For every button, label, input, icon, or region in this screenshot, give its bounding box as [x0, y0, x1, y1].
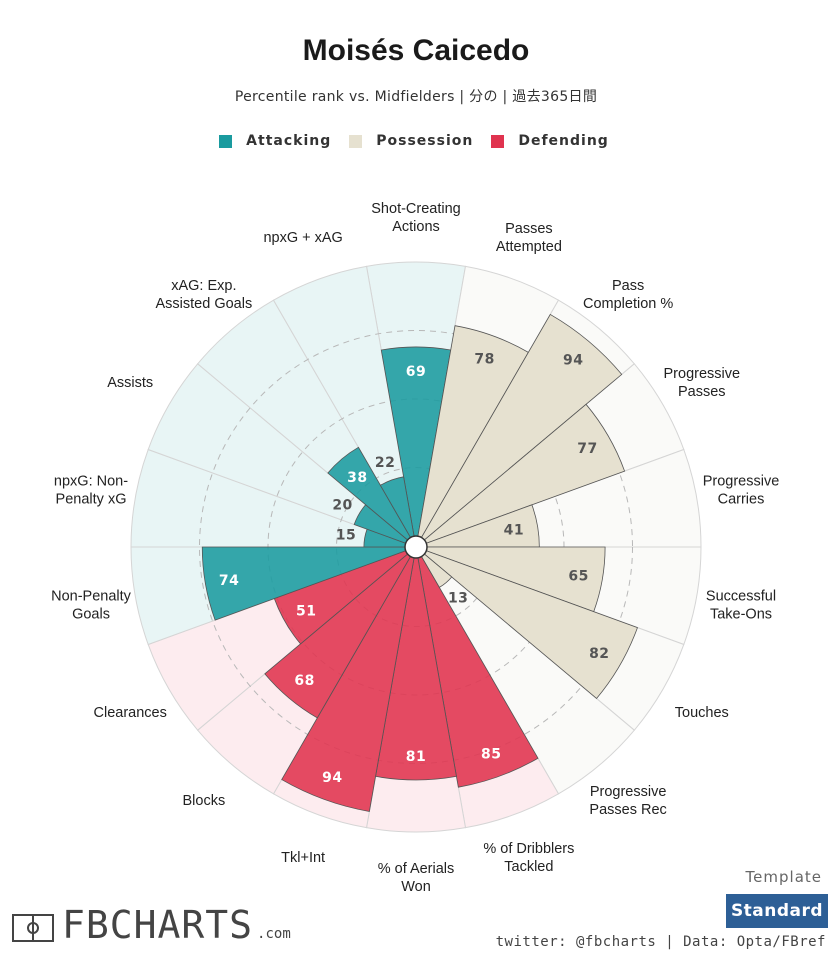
legend: Attacking Possession Defending [0, 133, 832, 149]
legend-item-defending: Defending [491, 133, 608, 149]
value-label: 20 [332, 498, 352, 514]
reference-ring [199, 330, 633, 764]
center-hub [404, 535, 428, 559]
template-standard-button[interactable]: Standard [726, 894, 828, 928]
data-credit: twitter: @fbcharts | Data: Opta/FBref [495, 934, 826, 950]
category-label: Assists [107, 375, 153, 391]
category-label: Pass Completion % [583, 278, 673, 312]
value-label: 78 [474, 351, 494, 367]
template-label: Template [745, 868, 822, 886]
category-label: Passes Attempted [496, 221, 562, 255]
fbcharts-logo: FBCHARTS .com [12, 903, 291, 947]
legend-swatch-attacking [219, 134, 233, 148]
value-label: 82 [589, 646, 609, 662]
category-label: xAG: Exp. Assisted Goals [156, 278, 253, 312]
legend-label-defending: Defending [518, 133, 609, 149]
category-label: Progressive Passes Rec [589, 784, 666, 818]
value-label: 68 [294, 673, 314, 689]
legend-swatch-possession [349, 134, 363, 148]
category-label: Progressive Passes [664, 366, 741, 400]
logo-suffix: .com [257, 926, 291, 942]
value-label: 15 [336, 528, 356, 544]
category-label: Tkl+Int [281, 850, 325, 866]
value-label: 94 [322, 770, 342, 786]
value-label: 74 [219, 573, 239, 589]
logo-text: FBCHARTS [62, 903, 254, 947]
category-label: Successful Take-Ons [706, 588, 776, 622]
value-label: 41 [504, 523, 524, 539]
value-label: 38 [347, 470, 367, 486]
category-label: Progressive Carries [703, 474, 780, 508]
legend-label-attacking: Attacking [246, 133, 332, 149]
legend-label-possession: Possession [376, 133, 474, 149]
chart-title: Moisés Caicedo [302, 34, 530, 67]
category-label: Shot-Creating Actions [371, 201, 460, 235]
chart-subtitle: Percentile rank vs. Midfielders | 分の | 過… [234, 89, 598, 105]
category-label: Touches [675, 705, 729, 721]
value-label: 81 [406, 749, 426, 765]
legend-item-attacking: Attacking [219, 133, 331, 149]
category-label: npxG + xAG [263, 230, 342, 246]
category-label: % of Dribblers Tackled [483, 841, 574, 875]
value-label: 85 [481, 747, 501, 763]
value-label: 77 [577, 441, 597, 457]
category-label: Non-Penalty Goals [51, 588, 132, 622]
value-label: 13 [448, 590, 468, 606]
value-label: 51 [296, 603, 316, 619]
value-label: 94 [563, 353, 583, 369]
value-label: 65 [568, 569, 588, 585]
category-label: % of Aerials Won [378, 861, 455, 895]
category-label: Clearances [94, 705, 167, 721]
legend-item-possession: Possession [349, 133, 473, 149]
pitch-icon [12, 914, 54, 942]
legend-swatch-defending [491, 134, 505, 148]
category-label: npxG: Non-Penalty xG [54, 474, 128, 508]
value-label: 22 [375, 455, 395, 471]
value-label: 69 [406, 364, 426, 380]
category-label: Blocks [183, 793, 226, 809]
